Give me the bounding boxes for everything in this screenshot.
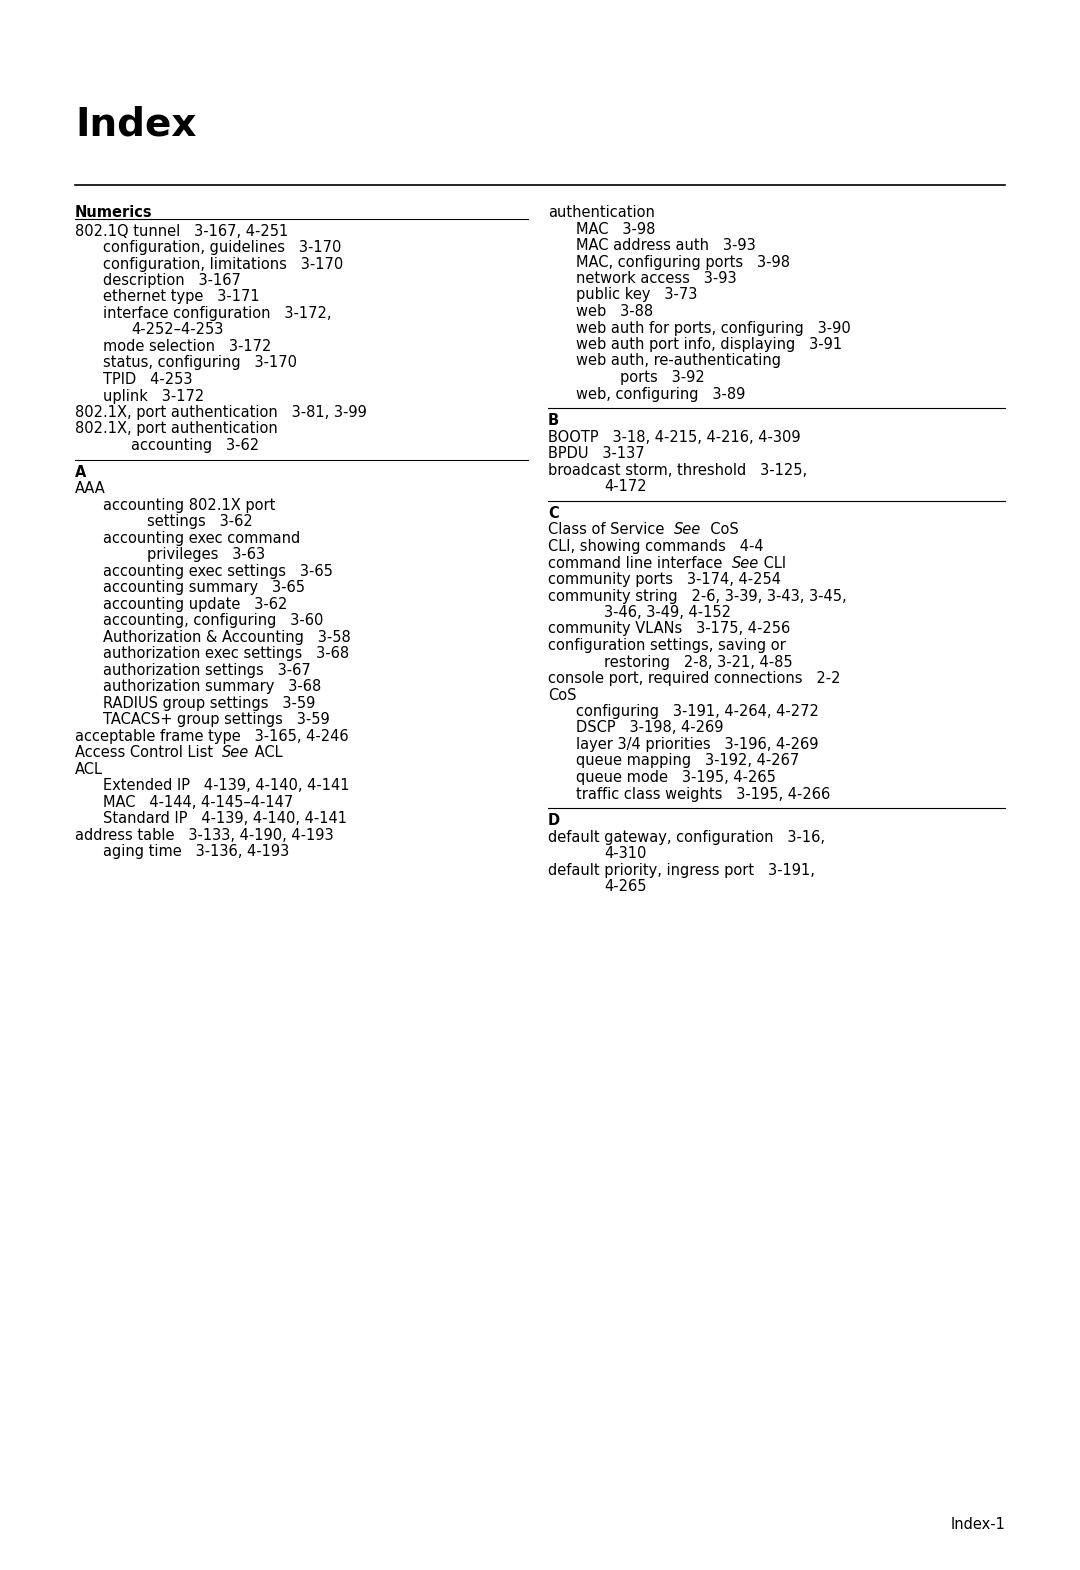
Text: configuration settings, saving or: configuration settings, saving or — [548, 637, 786, 653]
Text: configuration, guidelines   3-170: configuration, guidelines 3-170 — [103, 240, 341, 254]
Text: Access Control List: Access Control List — [75, 746, 222, 760]
Text: web auth, re-authenticating: web auth, re-authenticating — [576, 353, 781, 369]
Text: MAC   4-144, 4-145–4-147: MAC 4-144, 4-145–4-147 — [103, 794, 294, 810]
Text: Standard IP   4-139, 4-140, 4-141: Standard IP 4-139, 4-140, 4-141 — [103, 812, 347, 826]
Text: Class of Service: Class of Service — [548, 523, 674, 537]
Text: community string   2-6, 3-39, 3-43, 3-45,: community string 2-6, 3-39, 3-43, 3-45, — [548, 589, 847, 603]
Text: community ports   3-174, 4-254: community ports 3-174, 4-254 — [548, 571, 781, 587]
Text: 4-265: 4-265 — [604, 879, 647, 895]
Text: ACL: ACL — [75, 761, 103, 777]
Text: 802.1X, port authentication   3-81, 3-99: 802.1X, port authentication 3-81, 3-99 — [75, 405, 367, 421]
Text: mode selection   3-172: mode selection 3-172 — [103, 339, 271, 353]
Text: ACL: ACL — [249, 746, 282, 760]
Text: address table   3-133, 4-190, 4-193: address table 3-133, 4-190, 4-193 — [75, 827, 334, 843]
Text: default priority, ingress port   3-191,: default priority, ingress port 3-191, — [548, 864, 815, 878]
Text: A: A — [75, 465, 86, 480]
Text: accounting exec settings   3-65: accounting exec settings 3-65 — [103, 564, 333, 579]
Text: accounting 802.1X port: accounting 802.1X port — [103, 498, 275, 513]
Text: MAC, configuring ports   3-98: MAC, configuring ports 3-98 — [576, 254, 789, 270]
Text: See: See — [674, 523, 701, 537]
Text: CoS: CoS — [548, 688, 577, 702]
Text: accounting update   3-62: accounting update 3-62 — [103, 597, 287, 612]
Text: Numerics: Numerics — [75, 206, 152, 220]
Text: command line interface: command line interface — [548, 556, 731, 570]
Text: ethernet type   3-171: ethernet type 3-171 — [103, 289, 259, 305]
Text: ports   3-92: ports 3-92 — [620, 371, 705, 385]
Text: Extended IP   4-139, 4-140, 4-141: Extended IP 4-139, 4-140, 4-141 — [103, 779, 350, 793]
Text: TACACS+ group settings   3-59: TACACS+ group settings 3-59 — [103, 713, 329, 727]
Text: configuring   3-191, 4-264, 4-272: configuring 3-191, 4-264, 4-272 — [576, 703, 819, 719]
Text: web   3-88: web 3-88 — [576, 305, 653, 319]
Text: web auth for ports, configuring   3-90: web auth for ports, configuring 3-90 — [576, 320, 851, 336]
Text: traffic class weights   3-195, 4-266: traffic class weights 3-195, 4-266 — [576, 787, 831, 802]
Text: accounting summary   3-65: accounting summary 3-65 — [103, 581, 305, 595]
Text: accounting, configuring   3-60: accounting, configuring 3-60 — [103, 614, 323, 628]
Text: 3-46, 3-49, 4-152: 3-46, 3-49, 4-152 — [604, 604, 731, 620]
Text: authorization summary   3-68: authorization summary 3-68 — [103, 680, 321, 694]
Text: authentication: authentication — [548, 206, 654, 220]
Text: network access   3-93: network access 3-93 — [576, 272, 737, 286]
Text: AAA: AAA — [75, 482, 106, 496]
Text: community VLANs   3-175, 4-256: community VLANs 3-175, 4-256 — [548, 622, 791, 636]
Text: queue mode   3-195, 4-265: queue mode 3-195, 4-265 — [576, 769, 775, 785]
Text: CLI: CLI — [759, 556, 786, 570]
Text: aging time   3-136, 4-193: aging time 3-136, 4-193 — [103, 845, 289, 859]
Text: MAC   3-98: MAC 3-98 — [576, 221, 656, 237]
Text: BOOTP   3-18, 4-215, 4-216, 4-309: BOOTP 3-18, 4-215, 4-216, 4-309 — [548, 430, 800, 444]
Text: C: C — [548, 506, 558, 521]
Text: MAC address auth   3-93: MAC address auth 3-93 — [576, 239, 756, 253]
Text: web, configuring   3-89: web, configuring 3-89 — [576, 386, 745, 402]
Text: See: See — [222, 746, 249, 760]
Text: configuration, limitations   3-170: configuration, limitations 3-170 — [103, 256, 343, 272]
Text: DSCP   3-198, 4-269: DSCP 3-198, 4-269 — [576, 721, 724, 735]
Text: public key   3-73: public key 3-73 — [576, 287, 698, 303]
Text: console port, required connections   2-2: console port, required connections 2-2 — [548, 670, 840, 686]
Text: status, configuring   3-170: status, configuring 3-170 — [103, 355, 297, 371]
Text: default gateway, configuration   3-16,: default gateway, configuration 3-16, — [548, 831, 825, 845]
Text: Authorization & Accounting   3-58: Authorization & Accounting 3-58 — [103, 630, 351, 645]
Text: BPDU   3-137: BPDU 3-137 — [548, 446, 645, 462]
Text: TPID   4-253: TPID 4-253 — [103, 372, 192, 386]
Text: Index-1: Index-1 — [950, 1517, 1005, 1532]
Text: See: See — [731, 556, 759, 570]
Text: privileges   3-63: privileges 3-63 — [147, 548, 265, 562]
Text: interface configuration   3-172,: interface configuration 3-172, — [103, 306, 332, 320]
Text: authorization settings   3-67: authorization settings 3-67 — [103, 663, 311, 678]
Text: 802.1X, port authentication: 802.1X, port authentication — [75, 421, 278, 436]
Text: acceptable frame type   3-165, 4-246: acceptable frame type 3-165, 4-246 — [75, 728, 349, 744]
Text: web auth port info, displaying   3-91: web auth port info, displaying 3-91 — [576, 338, 842, 352]
Text: settings   3-62: settings 3-62 — [147, 515, 253, 529]
Text: layer 3/4 priorities   3-196, 4-269: layer 3/4 priorities 3-196, 4-269 — [576, 736, 819, 752]
Text: CLI, showing commands   4-4: CLI, showing commands 4-4 — [548, 539, 764, 554]
Text: 4-172: 4-172 — [604, 479, 647, 495]
Text: accounting   3-62: accounting 3-62 — [131, 438, 259, 454]
Text: CoS: CoS — [701, 523, 739, 537]
Text: restoring   2-8, 3-21, 4-85: restoring 2-8, 3-21, 4-85 — [604, 655, 793, 669]
Text: authorization exec settings   3-68: authorization exec settings 3-68 — [103, 647, 349, 661]
Text: uplink   3-172: uplink 3-172 — [103, 388, 204, 403]
Text: 802.1Q tunnel   3-167, 4-251: 802.1Q tunnel 3-167, 4-251 — [75, 223, 288, 239]
Text: B: B — [548, 413, 559, 429]
Text: D: D — [548, 813, 561, 829]
Text: accounting exec command: accounting exec command — [103, 531, 300, 546]
Text: queue mapping   3-192, 4-267: queue mapping 3-192, 4-267 — [576, 754, 799, 768]
Text: Index: Index — [75, 105, 197, 143]
Text: description   3-167: description 3-167 — [103, 273, 241, 287]
Text: 4-310: 4-310 — [604, 846, 646, 862]
Text: 4-252–4-253: 4-252–4-253 — [131, 322, 224, 338]
Text: broadcast storm, threshold   3-125,: broadcast storm, threshold 3-125, — [548, 463, 807, 477]
Text: RADIUS group settings   3-59: RADIUS group settings 3-59 — [103, 696, 315, 711]
